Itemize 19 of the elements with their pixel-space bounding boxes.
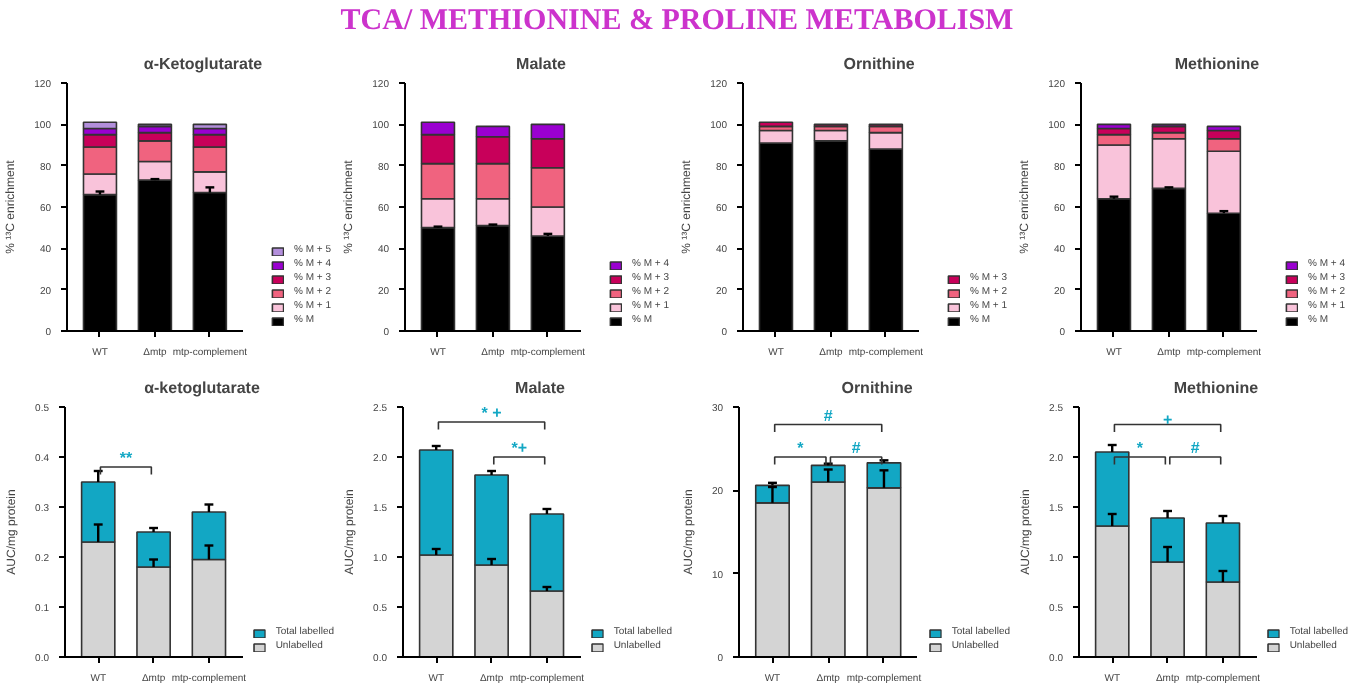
chart-title: α-ketoglutarate [144,379,261,397]
annotation: # [851,439,862,457]
chart-title: Methionine [1174,55,1261,73]
annotation: + [1162,410,1173,429]
annotation: # [1190,439,1201,457]
annotation: ** [119,449,134,467]
annotation: * [1136,439,1145,457]
annotation: # [823,406,834,425]
chart-title: Malate [516,55,567,73]
annotation: * [797,439,806,457]
annotation: * + [481,404,503,422]
chart-title: α-Ketoglutarate [143,55,264,73]
text: TCA/ METHIONINE & PROLINE METABOLISM [340,5,1014,37]
chart-title: Methionine [1173,379,1260,397]
annotation: *+ [511,439,528,457]
chart-title: Ornithine [843,55,916,73]
bar [82,121,118,130]
chart-title: Ornithine [841,379,914,397]
chart-title: Malate [515,379,566,397]
